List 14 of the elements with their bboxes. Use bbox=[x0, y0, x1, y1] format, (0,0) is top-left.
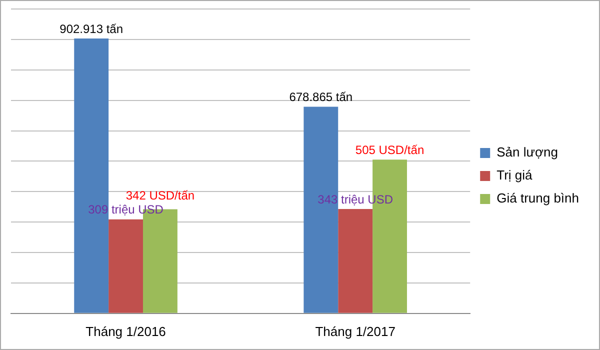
legend-label: Giá trung bình bbox=[496, 190, 580, 206]
data-label: 342 USD/tấn bbox=[126, 188, 195, 203]
bar bbox=[108, 219, 143, 313]
bar bbox=[338, 208, 373, 313]
data-label: 505 USD/tấn bbox=[355, 142, 424, 157]
bar bbox=[304, 106, 338, 313]
x-tick-label: Tháng 1/2016 bbox=[86, 324, 166, 339]
legend-label: Trị giá bbox=[496, 168, 534, 183]
legend-label: Sản lượng bbox=[496, 144, 558, 160]
x-tick-label: Tháng 1/2017 bbox=[315, 324, 396, 339]
data-label: 309 triệu USD bbox=[88, 202, 164, 217]
bar bbox=[74, 38, 109, 313]
data-label: 678.865 tấn bbox=[289, 90, 353, 104]
data-label: 902.913 tấn bbox=[60, 22, 124, 36]
